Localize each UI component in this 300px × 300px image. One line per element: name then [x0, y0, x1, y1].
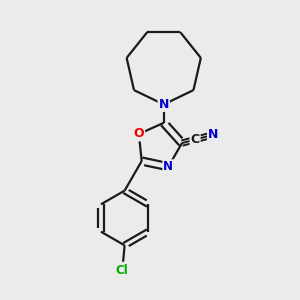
Text: N: N [208, 128, 218, 141]
Text: O: O [134, 128, 144, 140]
Text: N: N [158, 98, 169, 111]
Text: N: N [163, 160, 173, 173]
Text: Cl: Cl [116, 263, 128, 277]
Text: C: C [190, 133, 200, 146]
